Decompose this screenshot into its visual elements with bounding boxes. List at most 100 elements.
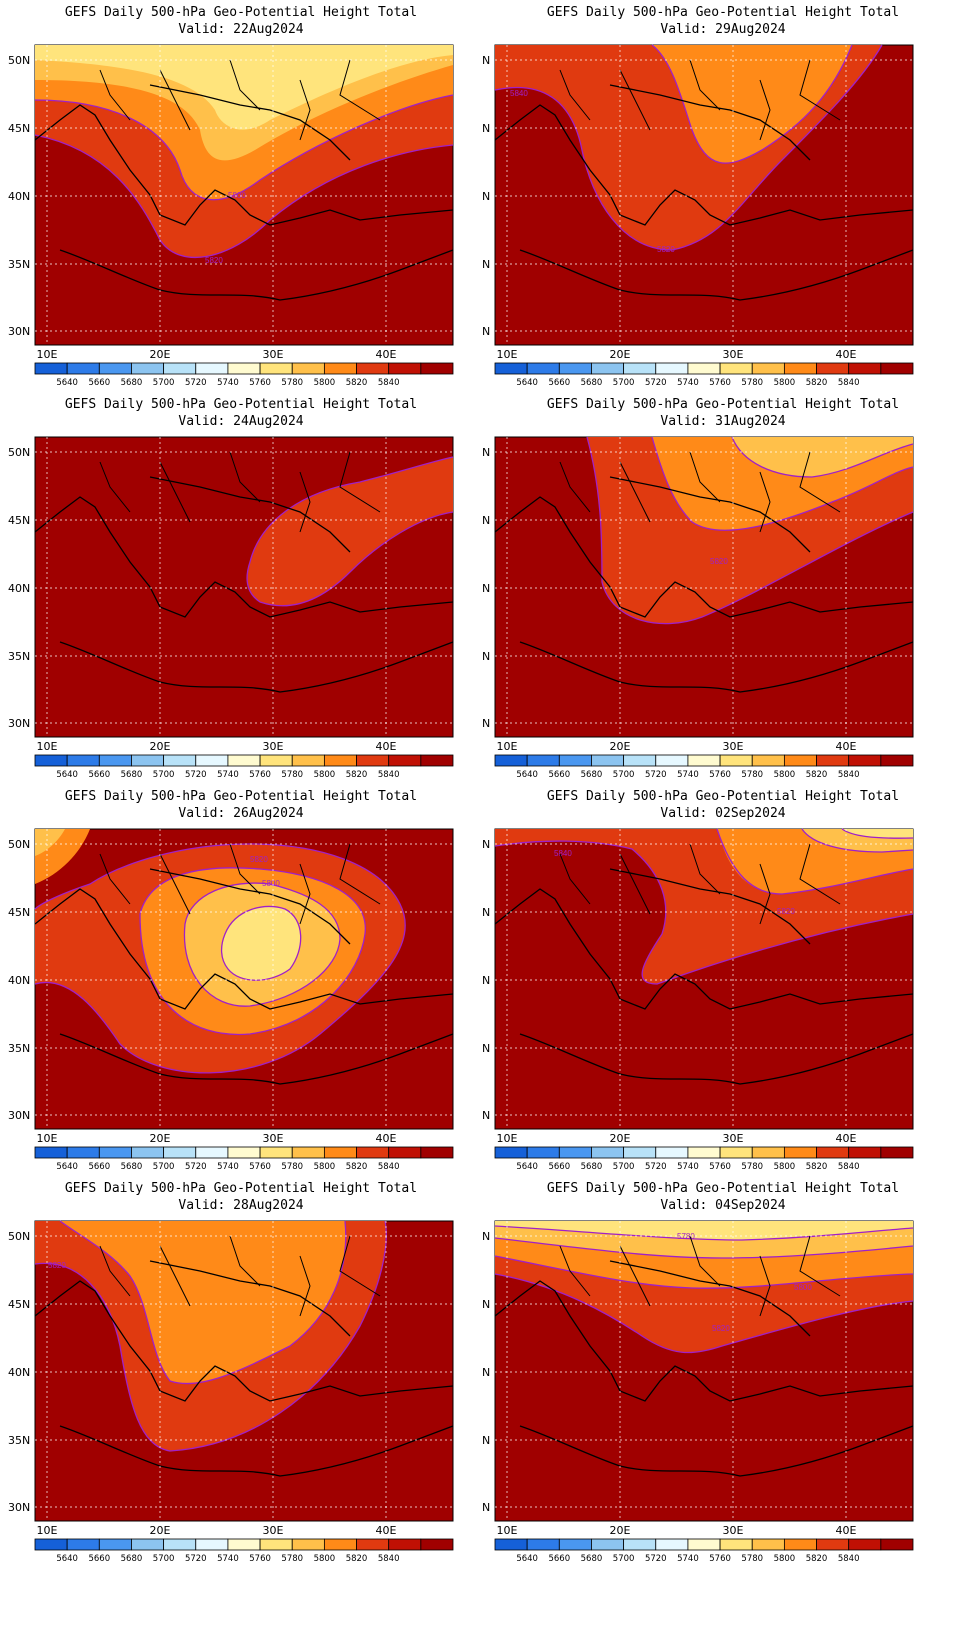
lat-label: 50N	[482, 54, 490, 67]
lat-label: 30N	[8, 1109, 30, 1122]
lon-label: 30E	[723, 740, 744, 753]
coastline	[494, 1260, 914, 1477]
lon-tick-labels: 10E 20E 30E 40E	[497, 740, 857, 753]
colorbar-swatch	[783, 1146, 817, 1159]
grid-lines	[35, 45, 453, 345]
colorbar-label: 5760	[249, 770, 271, 780]
colorbar-label: 5800	[314, 378, 336, 388]
colorbar-label: 5660	[88, 770, 110, 780]
colorbar-swatch	[526, 1146, 560, 1159]
lat-label: 30N	[482, 717, 490, 730]
colorbar-label: 5760	[249, 378, 271, 388]
colorbar-label: 5820	[346, 378, 368, 388]
colorbar-swatch	[719, 1538, 753, 1551]
colorbar-swatch	[420, 754, 454, 767]
colorbar-swatch	[848, 1538, 882, 1551]
contour-5820	[494, 840, 914, 985]
colorbar-swatch	[291, 1538, 325, 1551]
colorbar-swatch	[163, 1146, 197, 1159]
lat-tick-labels: 50N 45N 40N 35N 30N	[8, 446, 30, 730]
colorbar-label: 5800	[314, 1554, 336, 1564]
lon-label: 40E	[836, 1132, 857, 1145]
contour-5760	[841, 828, 914, 839]
colorbar-swatch	[163, 362, 197, 375]
contour-label: 5840 5820	[554, 849, 795, 916]
colorbar-swatch	[259, 1538, 293, 1551]
contour-label: 5820	[48, 1261, 66, 1270]
colorbar-swatch	[494, 1146, 528, 1159]
lon-label: 10E	[37, 740, 58, 753]
panel-title: GEFS Daily 500-hPa Geo-Potential Height …	[64, 789, 418, 821]
colorbar-label: 5660	[548, 770, 570, 780]
colorbar-label: 5680	[121, 770, 143, 780]
contour-5780	[183, 882, 341, 1007]
map-panel-04sep: GEFS Daily 500-hPa Geo-Potential Height …	[482, 1176, 964, 1586]
colorbar-swatch	[687, 1146, 721, 1159]
svg-text:5840: 5840	[554, 849, 572, 858]
lon-tick-labels: 10E 20E 30E 40E	[497, 1132, 857, 1145]
svg-text:5780: 5780	[677, 1232, 695, 1241]
border-lines	[559, 1235, 841, 1317]
colorbar-swatch	[420, 362, 454, 375]
colorbar-swatch	[323, 1146, 357, 1159]
colorbar-label: 5840	[378, 378, 400, 388]
colorbar-swatch	[494, 1538, 528, 1551]
colorbar-swatch	[623, 1146, 657, 1159]
svg-text:5800: 5800	[794, 1283, 812, 1292]
svg-text:5840: 5840	[510, 89, 528, 98]
colorbar-swatch	[526, 362, 560, 375]
colorbar-label: 5840	[378, 1554, 400, 1564]
colorbar-label: 5800	[774, 770, 796, 780]
lat-tick-labels: 50N 45N 40N 35N 30N	[8, 54, 30, 338]
border-lines	[99, 1235, 381, 1317]
colorbar-label: 5760	[249, 1554, 271, 1564]
coastline	[34, 1260, 454, 1477]
contour-5800	[59, 1220, 347, 1385]
colorbar-label: 5780	[281, 770, 303, 780]
colorbar-swatch	[356, 1146, 390, 1159]
lat-label: 30N	[482, 1501, 490, 1514]
height-region-5820	[247, 457, 453, 606]
colorbar-swatch	[655, 754, 689, 767]
lat-label: 40N	[8, 974, 30, 987]
colorbar-swatch	[131, 1538, 165, 1551]
colorbar-label: 5820	[346, 770, 368, 780]
contour-5800	[651, 44, 853, 164]
colorbar-swatch	[783, 754, 817, 767]
colorbar-swatch	[751, 754, 785, 767]
colorbar-swatch	[388, 362, 422, 375]
colorbar: 5640 5660 5680 5700 5720 5740 5760 5780 5800 5820…	[34, 754, 454, 780]
colorbar-swatch	[880, 1146, 914, 1159]
contour-label: 5800 5820	[205, 191, 246, 265]
colorbar-swatch	[526, 1538, 560, 1551]
svg-text:5800: 5800	[262, 879, 280, 888]
colorbar-swatch	[558, 362, 592, 375]
colorbar-swatch	[356, 754, 390, 767]
colorbar-label: 5640	[516, 1554, 538, 1564]
svg-text:5820: 5820	[205, 256, 223, 265]
border-lines	[99, 59, 381, 141]
lon-label: 40E	[836, 348, 857, 361]
grid-lines	[35, 829, 453, 1129]
colorbar-swatch	[34, 362, 68, 375]
colorbar-swatch	[591, 1538, 625, 1551]
colorbar-label: 5780	[741, 770, 763, 780]
contour-5800	[494, 1255, 914, 1289]
colorbar-swatch	[816, 754, 850, 767]
contour-5780	[801, 828, 914, 853]
colorbar-label: 5640	[516, 1162, 538, 1172]
colorbar-swatch	[388, 1538, 422, 1551]
colorbar-swatch	[719, 754, 753, 767]
colorbar-swatch	[420, 1146, 454, 1159]
colorbar-swatch	[227, 362, 261, 375]
contour-label: 5780 5800 5820	[677, 1232, 812, 1333]
lon-label: 20E	[610, 1132, 631, 1145]
lon-label: 30E	[263, 1132, 284, 1145]
colorbar-swatch	[388, 1146, 422, 1159]
colorbar-label: 5720	[645, 1162, 667, 1172]
colorbar-swatch	[751, 362, 785, 375]
lat-label: 35N	[8, 650, 30, 663]
colorbar-swatch	[291, 1146, 325, 1159]
lat-label: 50N	[8, 54, 30, 67]
colorbar-swatch	[323, 754, 357, 767]
